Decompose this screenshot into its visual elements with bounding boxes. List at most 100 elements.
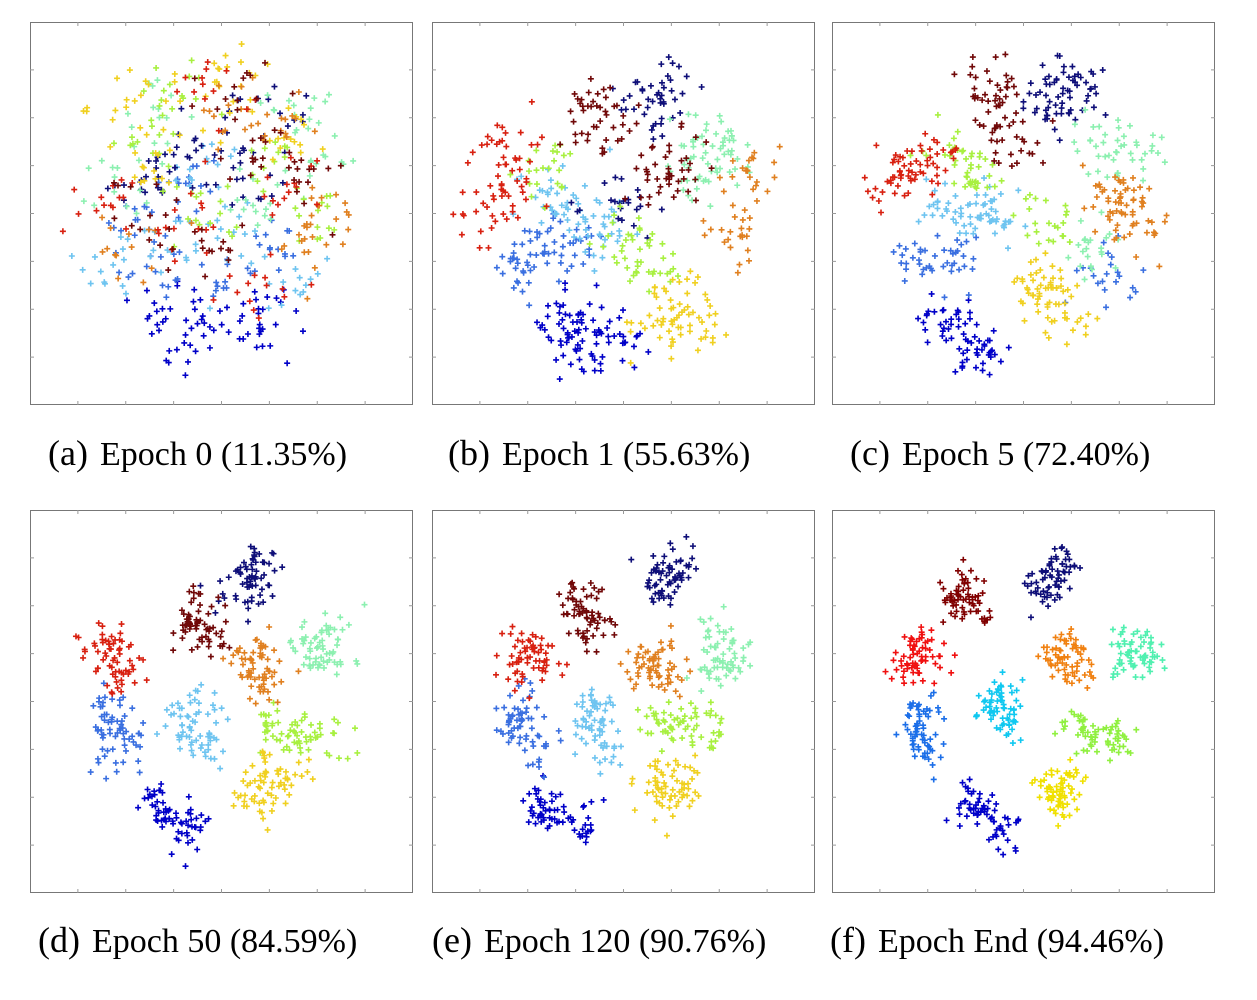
data-point-marker bbox=[297, 744, 304, 751]
data-point-marker bbox=[907, 731, 914, 738]
data-point-marker bbox=[186, 588, 193, 595]
data-point-marker bbox=[313, 633, 320, 640]
data-point-marker bbox=[1001, 114, 1008, 121]
data-point-marker bbox=[1132, 674, 1139, 681]
data-point-marker bbox=[616, 331, 623, 338]
data-point-marker bbox=[723, 672, 730, 679]
data-point-marker bbox=[111, 179, 118, 186]
data-point-marker bbox=[202, 273, 209, 280]
data-point-marker bbox=[582, 248, 589, 255]
data-point-marker bbox=[658, 92, 665, 99]
data-point-marker bbox=[1055, 822, 1062, 829]
data-point-marker bbox=[255, 600, 262, 607]
data-point-marker bbox=[166, 815, 173, 822]
data-point-marker bbox=[598, 742, 605, 749]
data-point-marker bbox=[580, 716, 587, 723]
cluster-class-6 bbox=[623, 268, 730, 366]
data-point-marker bbox=[989, 792, 996, 799]
data-point-marker bbox=[679, 569, 686, 576]
data-point-marker bbox=[1109, 626, 1116, 633]
data-point-marker bbox=[940, 585, 947, 592]
data-point-marker bbox=[516, 166, 523, 173]
data-point-marker bbox=[227, 176, 234, 183]
data-point-marker bbox=[148, 209, 155, 216]
data-point-marker bbox=[279, 285, 286, 292]
data-point-marker bbox=[969, 63, 976, 70]
data-point-marker bbox=[685, 563, 692, 570]
data-point-marker bbox=[283, 743, 290, 750]
data-point-marker bbox=[541, 799, 548, 806]
data-point-marker bbox=[1110, 156, 1117, 163]
data-point-marker bbox=[533, 147, 540, 154]
data-point-marker bbox=[932, 660, 939, 667]
subplot-caption-2: (b) Epoch 1 (55.63%) bbox=[448, 433, 750, 475]
data-point-marker bbox=[214, 283, 221, 290]
scatter-svg-2 bbox=[432, 22, 815, 405]
data-point-marker bbox=[746, 225, 753, 232]
data-point-marker bbox=[509, 713, 516, 720]
data-point-marker bbox=[225, 102, 232, 109]
data-point-marker bbox=[1082, 774, 1089, 781]
data-point-marker bbox=[576, 831, 583, 838]
data-point-marker bbox=[676, 278, 683, 285]
data-point-marker bbox=[188, 747, 195, 754]
data-point-marker bbox=[538, 818, 545, 825]
data-point-marker bbox=[971, 95, 978, 102]
data-point-marker bbox=[1112, 187, 1119, 194]
data-point-marker bbox=[195, 709, 202, 716]
data-point-marker bbox=[991, 679, 998, 686]
data-point-marker bbox=[122, 747, 129, 754]
data-point-marker bbox=[720, 636, 727, 643]
data-point-marker bbox=[278, 115, 285, 122]
data-point-marker bbox=[261, 559, 268, 566]
data-point-marker bbox=[1041, 777, 1048, 784]
data-point-marker bbox=[335, 755, 342, 762]
data-point-marker bbox=[193, 208, 200, 215]
subplot-letter: (e) bbox=[432, 920, 472, 960]
subplot-letter: (a) bbox=[48, 433, 88, 473]
cluster-class-4 bbox=[683, 603, 754, 695]
data-point-marker bbox=[260, 797, 267, 804]
data-point-marker bbox=[609, 219, 616, 226]
data-point-marker bbox=[556, 167, 563, 174]
data-point-marker bbox=[557, 791, 564, 798]
data-point-marker bbox=[667, 268, 674, 275]
data-point-marker bbox=[952, 208, 959, 215]
data-point-marker bbox=[926, 146, 933, 153]
data-point-marker bbox=[611, 198, 618, 205]
data-point-marker bbox=[706, 744, 713, 751]
data-point-marker bbox=[545, 334, 552, 341]
data-point-marker bbox=[264, 826, 271, 833]
data-point-marker bbox=[151, 140, 158, 147]
data-point-marker bbox=[745, 641, 752, 648]
data-point-marker bbox=[593, 282, 600, 289]
data-point-marker bbox=[1066, 630, 1073, 637]
data-point-marker bbox=[1049, 566, 1056, 573]
cluster-class-9 bbox=[111, 59, 344, 280]
data-point-marker bbox=[646, 288, 653, 295]
data-point-marker bbox=[208, 141, 215, 148]
data-point-marker bbox=[961, 222, 968, 229]
data-point-marker bbox=[205, 636, 212, 643]
data-point-marker bbox=[664, 270, 671, 277]
data-point-marker bbox=[957, 205, 964, 212]
data-point-marker bbox=[116, 697, 123, 704]
data-point-marker bbox=[505, 676, 512, 683]
data-point-marker bbox=[194, 846, 201, 853]
data-point-marker bbox=[660, 709, 667, 716]
data-point-marker bbox=[1074, 82, 1081, 89]
data-point-marker bbox=[210, 157, 217, 164]
data-point-marker bbox=[959, 615, 966, 622]
cluster-class-7 bbox=[617, 622, 694, 700]
data-point-marker bbox=[637, 320, 644, 327]
data-point-marker bbox=[600, 632, 607, 639]
cluster-class-9 bbox=[557, 75, 715, 208]
data-point-marker bbox=[652, 758, 659, 765]
data-point-marker bbox=[1123, 736, 1130, 743]
data-point-marker bbox=[574, 722, 581, 729]
data-point-marker bbox=[869, 194, 876, 201]
data-point-marker bbox=[1017, 298, 1024, 305]
data-point-marker bbox=[99, 746, 106, 753]
data-point-marker bbox=[981, 175, 988, 182]
data-point-marker bbox=[253, 568, 260, 575]
